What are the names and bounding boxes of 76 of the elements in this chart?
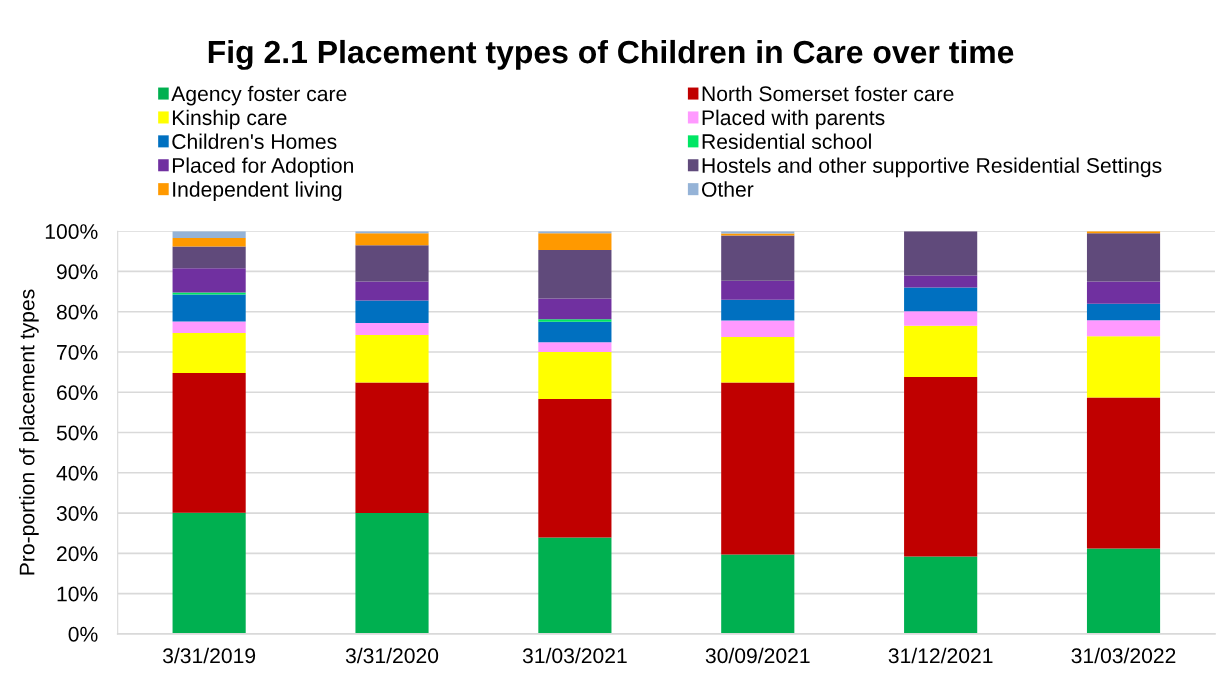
bar [904,556,978,634]
legend-label: Hostels and other supportive Residential Settings [702,157,1162,178]
bar [538,342,612,352]
bar [538,351,612,400]
y-tick-label: 60% [57,385,98,401]
bar [1086,281,1161,304]
legend-label: Children's Homes [172,133,337,150]
x-tick-label: 3/31/2020 [345,647,439,664]
y-tick-label: 90% [56,264,98,280]
y-tick-label: 100% [45,224,98,240]
bar [721,554,795,634]
bar [172,294,246,322]
y-tick-label: 0% [68,626,98,642]
bar [538,537,612,634]
legend-label: Placed for Adoption [172,157,353,178]
y-tick-label: 10% [57,586,98,602]
bar [538,399,612,538]
y-axis-title: Pro-portion of placement types [19,289,39,575]
bar [538,319,612,322]
y-tick-label: 30% [56,505,98,521]
legend-label: Kinship care [172,109,287,130]
y-tick-label: 40% [56,465,98,481]
bar [904,325,978,377]
bar [721,320,795,338]
bar [904,287,978,312]
bar [1086,233,1161,282]
legend-label: Residential school [702,133,871,150]
y-tick-label: 50% [56,425,98,441]
bar [721,235,795,281]
bar [355,281,429,301]
legend-label: North Somerset foster care [702,85,954,102]
bar [172,246,246,269]
bar [172,321,246,334]
legend-label: Other [701,181,754,197]
bar [172,333,246,373]
bar [538,321,612,343]
bar [1086,397,1161,549]
y-tick-label: 80% [56,304,98,320]
legend-label: Placed with parents [702,109,885,130]
bar [904,311,978,326]
legend-label: Independent living [173,181,342,202]
bar [172,512,246,634]
bar [172,268,246,293]
bar [172,238,246,247]
bar [721,382,795,555]
bar [355,335,429,383]
bar [172,372,246,513]
y-tick-label: 20% [57,546,98,562]
bar [721,280,795,300]
bar [904,376,978,557]
bar [355,382,429,514]
bar [538,298,612,320]
x-tick-label: 3/31/2019 [162,647,256,664]
bar [721,299,795,321]
bar [1086,548,1161,634]
x-tick-label: 31/03/2021 [522,647,627,664]
x-tick-label: 31/03/2022 [1071,647,1176,664]
bar [538,250,612,299]
bar [538,233,612,251]
chart-title: Fig 2.1 Placement types of Children in Care over time [208,39,1014,70]
bar [355,322,429,336]
x-tick-label: 30/09/2021 [705,647,810,664]
bar [721,337,795,383]
bar [172,292,246,295]
x-tick-label: 31/12/2021 [888,647,993,664]
y-tick-label: 70% [57,344,98,360]
bar [355,245,429,282]
bar [1086,320,1161,337]
bar [355,233,429,246]
bar [355,513,429,634]
bar [1086,303,1161,321]
bar [1086,336,1161,398]
legend-label: Agency foster care [171,85,347,106]
bar [355,300,429,323]
bar [904,231,978,276]
bar [904,275,978,288]
